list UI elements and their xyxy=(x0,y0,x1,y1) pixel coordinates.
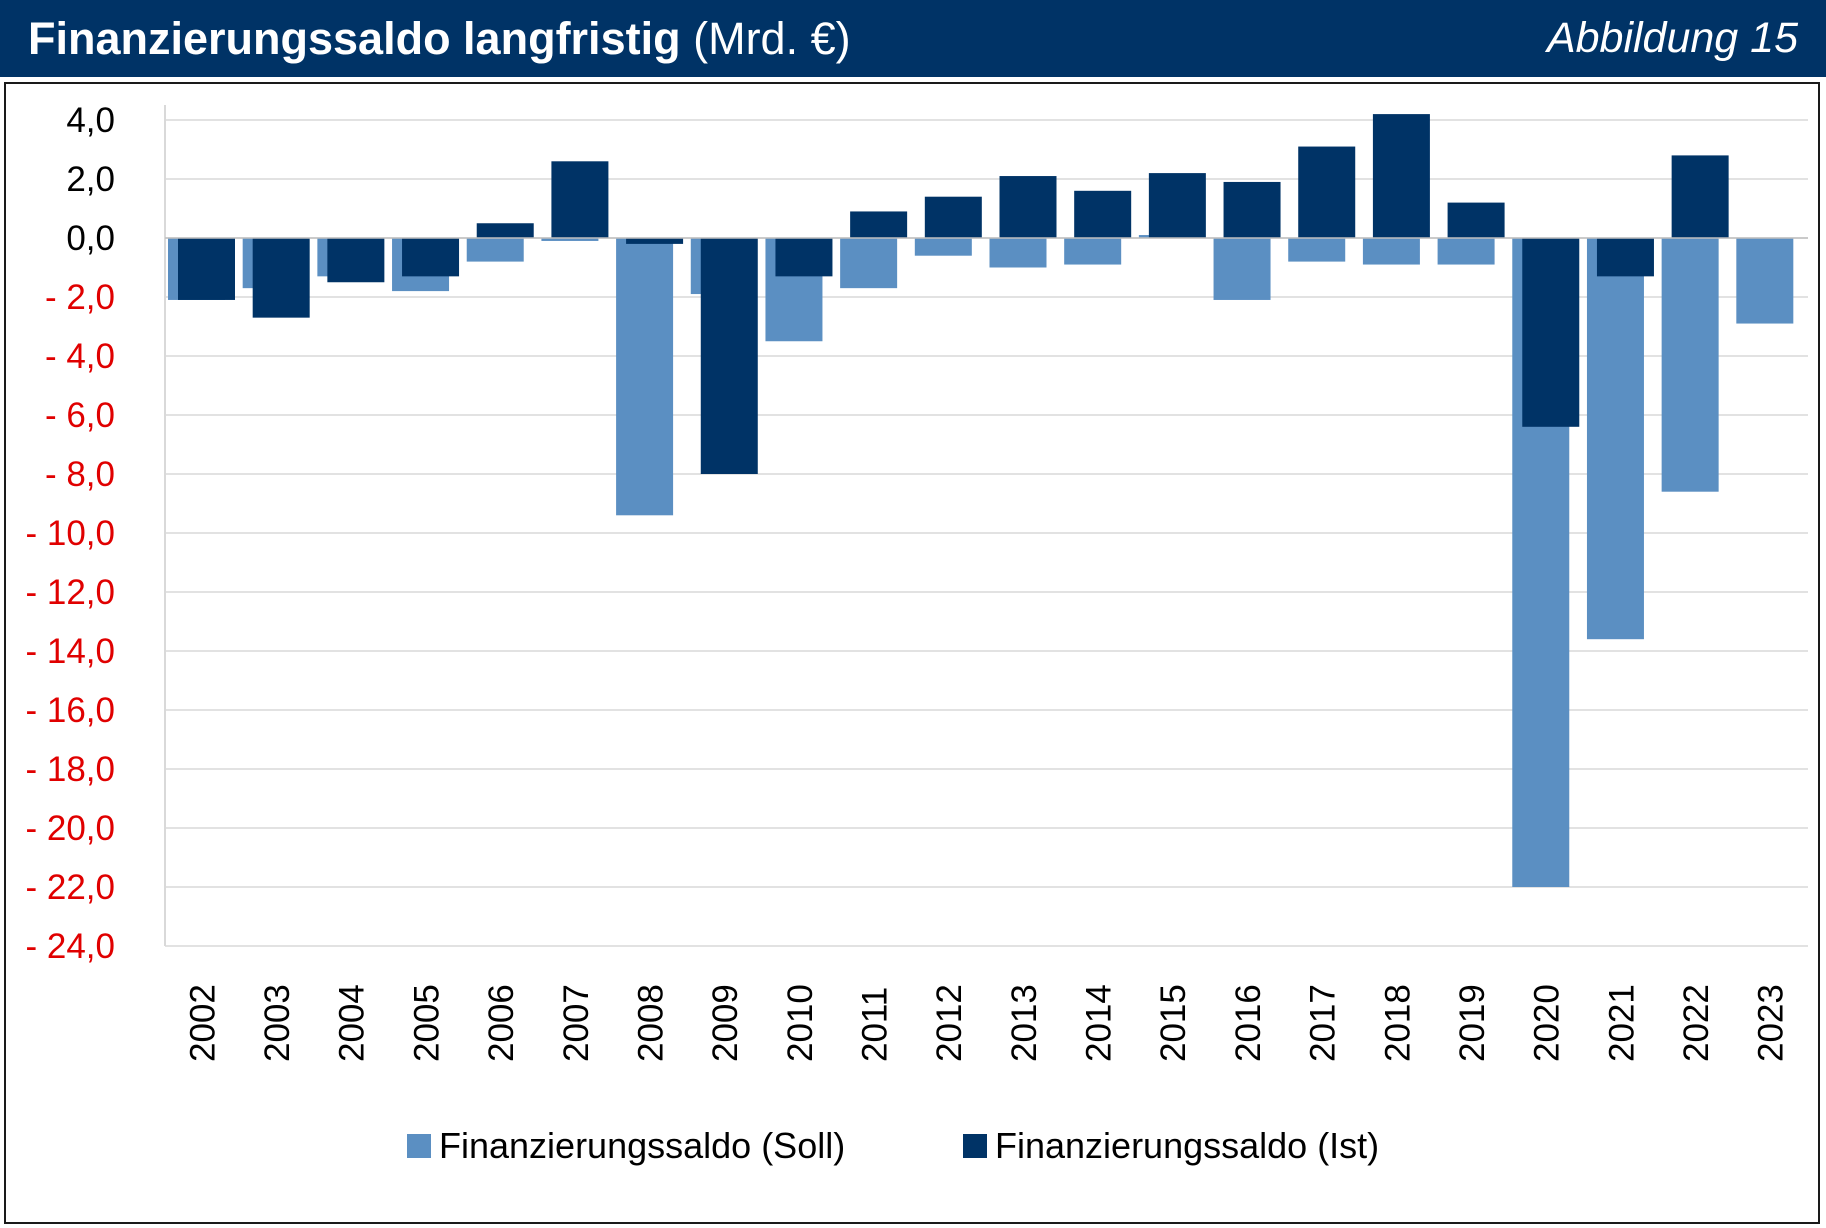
bar-ist-2017 xyxy=(1298,146,1356,238)
bar-ist-2013 xyxy=(999,176,1057,238)
bar-soll-2013 xyxy=(989,238,1047,268)
legend: Finanzierungssaldo (Soll) Finanzierungssa… xyxy=(407,1125,1379,1166)
x-tick-label-2013: 2013 xyxy=(1005,984,1044,1062)
bar-ist-2008 xyxy=(626,238,684,244)
legend-label-ist: Finanzierungssaldo (Ist) xyxy=(995,1125,1379,1166)
y-tick-label: 0,0 xyxy=(66,219,115,258)
x-tick-label-2020: 2020 xyxy=(1528,984,1567,1062)
y-tick-label: 2,0 xyxy=(66,160,115,199)
bar-ist-2015 xyxy=(1148,173,1206,238)
bar-soll-2022 xyxy=(1661,238,1719,492)
x-tick-label-2004: 2004 xyxy=(333,984,372,1062)
x-tick-label-2010: 2010 xyxy=(781,984,820,1062)
x-tick-label-2005: 2005 xyxy=(407,984,446,1062)
x-tick-label-2014: 2014 xyxy=(1080,984,1119,1062)
bar-ist-2012 xyxy=(924,196,982,238)
bar-ist-2022 xyxy=(1671,155,1729,238)
bar-ist-2009 xyxy=(700,238,758,474)
y-tick-label: - 8,0 xyxy=(45,455,115,494)
x-tick-label-2018: 2018 xyxy=(1378,984,1417,1062)
legend-swatch-ist xyxy=(963,1134,987,1158)
x-tick-labels: 2002 2003 2004 2005 2006 2007 2008 2009 2010 2011… xyxy=(183,984,1790,1062)
x-tick-label-2009: 2009 xyxy=(706,984,745,1062)
bar-ist-2020 xyxy=(1522,238,1580,427)
bar-soll-2017 xyxy=(1288,238,1346,262)
bar-soll-2008 xyxy=(616,238,674,516)
bar-ist-2019 xyxy=(1447,202,1505,238)
bar-soll-2011 xyxy=(840,238,898,289)
bar-soll-2006 xyxy=(466,238,524,262)
bar-ist-2016 xyxy=(1223,181,1281,238)
chart-header: Finanzierungssaldo langfristig (Mrd. €) … xyxy=(0,0,1826,77)
bar-soll-2019 xyxy=(1437,238,1495,265)
y-tick-label: - 12,0 xyxy=(26,573,116,612)
bar-ist-2002 xyxy=(178,238,235,300)
y-tick-label: - 2,0 xyxy=(45,278,115,317)
bar-ist-2010 xyxy=(775,238,833,277)
bar-ist-2007 xyxy=(551,161,609,238)
bar-soll-2018 xyxy=(1362,238,1420,265)
figure-label: Abbildung 15 xyxy=(1546,14,1798,62)
chart-title: Finanzierungssaldo langfristig (Mrd. €) xyxy=(28,13,851,65)
y-tick-labels: 4,0 2,0 0,0 - 2,0 - 4,0 - 6,0 - 8,0 - 10,0 - 12,… xyxy=(26,101,116,966)
x-tick-label-2023: 2023 xyxy=(1752,984,1791,1062)
x-tick-label-2015: 2015 xyxy=(1154,984,1193,1062)
chart-frame xyxy=(4,82,1820,1224)
x-tick-label-2022: 2022 xyxy=(1677,984,1716,1062)
x-tick-label-2017: 2017 xyxy=(1304,984,1343,1062)
bar-soll-2016 xyxy=(1213,238,1271,300)
legend-swatch-soll xyxy=(407,1134,431,1158)
y-tick-label: - 14,0 xyxy=(26,632,116,671)
bar-ist-2006 xyxy=(476,223,534,238)
y-tick-label: - 16,0 xyxy=(26,691,116,730)
bar-ist-2003 xyxy=(252,238,310,318)
bar-soll-2012 xyxy=(914,238,972,256)
bar-ist-2005 xyxy=(402,238,460,277)
bar-ist-2018 xyxy=(1372,114,1430,238)
legend-label-soll: Finanzierungssaldo (Soll) xyxy=(439,1125,845,1166)
y-tick-label: - 6,0 xyxy=(45,396,115,435)
bar-soll-2021 xyxy=(1586,238,1644,640)
x-tick-label-2012: 2012 xyxy=(930,984,969,1062)
x-tick-label-2016: 2016 xyxy=(1229,984,1268,1062)
bar-ist-2004 xyxy=(327,238,385,283)
bars xyxy=(168,114,1794,887)
y-tick-label: - 10,0 xyxy=(26,514,116,553)
bar-ist-2021 xyxy=(1596,238,1654,277)
x-tick-label-2006: 2006 xyxy=(482,984,521,1062)
x-tick-label-2008: 2008 xyxy=(631,984,670,1062)
bar-soll-2007 xyxy=(541,238,599,241)
y-tick-label: 4,0 xyxy=(66,101,115,140)
bar-soll-2023 xyxy=(1736,238,1794,324)
x-tick-label-2002: 2002 xyxy=(183,984,222,1062)
y-tick-label: - 22,0 xyxy=(26,868,116,907)
chart-title-main: Finanzierungssaldo langfristig xyxy=(28,12,681,64)
x-tick-label-2011: 2011 xyxy=(855,987,894,1062)
bar-ist-2014 xyxy=(1074,190,1132,238)
x-tick-label-2003: 2003 xyxy=(258,984,297,1062)
y-tick-label: - 4,0 xyxy=(45,337,115,376)
y-tick-label: - 18,0 xyxy=(26,750,116,789)
chart-title-unit: (Mrd. €) xyxy=(693,12,851,64)
x-tick-label-2019: 2019 xyxy=(1453,984,1492,1062)
y-tick-label: - 20,0 xyxy=(26,809,116,848)
bar-ist-2011 xyxy=(850,211,908,238)
bar-soll-2014 xyxy=(1064,238,1122,265)
axes xyxy=(164,105,1808,946)
x-tick-label-2007: 2007 xyxy=(557,984,596,1062)
y-tick-label: - 24,0 xyxy=(26,927,116,966)
x-tick-label-2021: 2021 xyxy=(1602,984,1641,1062)
